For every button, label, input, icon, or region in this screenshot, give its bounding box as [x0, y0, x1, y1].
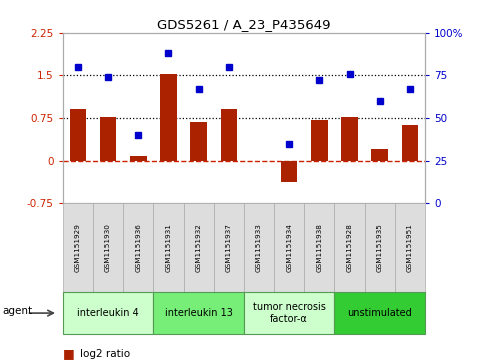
- Bar: [190, 122, 207, 160]
- Text: agent: agent: [2, 306, 32, 316]
- Text: GSM1151951: GSM1151951: [407, 223, 413, 272]
- Text: tumor necrosis
factor-α: tumor necrosis factor-α: [253, 302, 326, 324]
- Bar: [130, 156, 146, 160]
- Text: GSM1151932: GSM1151932: [196, 223, 201, 272]
- Text: GSM1151934: GSM1151934: [286, 223, 292, 272]
- Bar: [160, 74, 177, 160]
- Text: interleukin 4: interleukin 4: [77, 308, 139, 318]
- Text: ■: ■: [63, 347, 74, 360]
- Bar: [100, 117, 116, 160]
- Text: GSM1151929: GSM1151929: [75, 223, 81, 272]
- Text: interleukin 13: interleukin 13: [165, 308, 233, 318]
- Text: GSM1151938: GSM1151938: [316, 223, 322, 272]
- Text: log2 ratio: log2 ratio: [80, 349, 130, 359]
- Text: GSM1151935: GSM1151935: [377, 223, 383, 272]
- Bar: [281, 160, 298, 182]
- Bar: [70, 110, 86, 160]
- Text: GSM1151928: GSM1151928: [347, 223, 353, 272]
- Text: GSM1151937: GSM1151937: [226, 223, 232, 272]
- Text: unstimulated: unstimulated: [347, 308, 412, 318]
- Bar: [402, 125, 418, 160]
- Bar: [341, 117, 358, 160]
- Bar: [221, 110, 237, 160]
- Text: GSM1151931: GSM1151931: [166, 223, 171, 272]
- Text: GSM1151936: GSM1151936: [135, 223, 141, 272]
- Title: GDS5261 / A_23_P435649: GDS5261 / A_23_P435649: [157, 19, 331, 32]
- Bar: [311, 120, 327, 160]
- Text: GSM1151933: GSM1151933: [256, 223, 262, 272]
- Text: GSM1151930: GSM1151930: [105, 223, 111, 272]
- Bar: [371, 149, 388, 160]
